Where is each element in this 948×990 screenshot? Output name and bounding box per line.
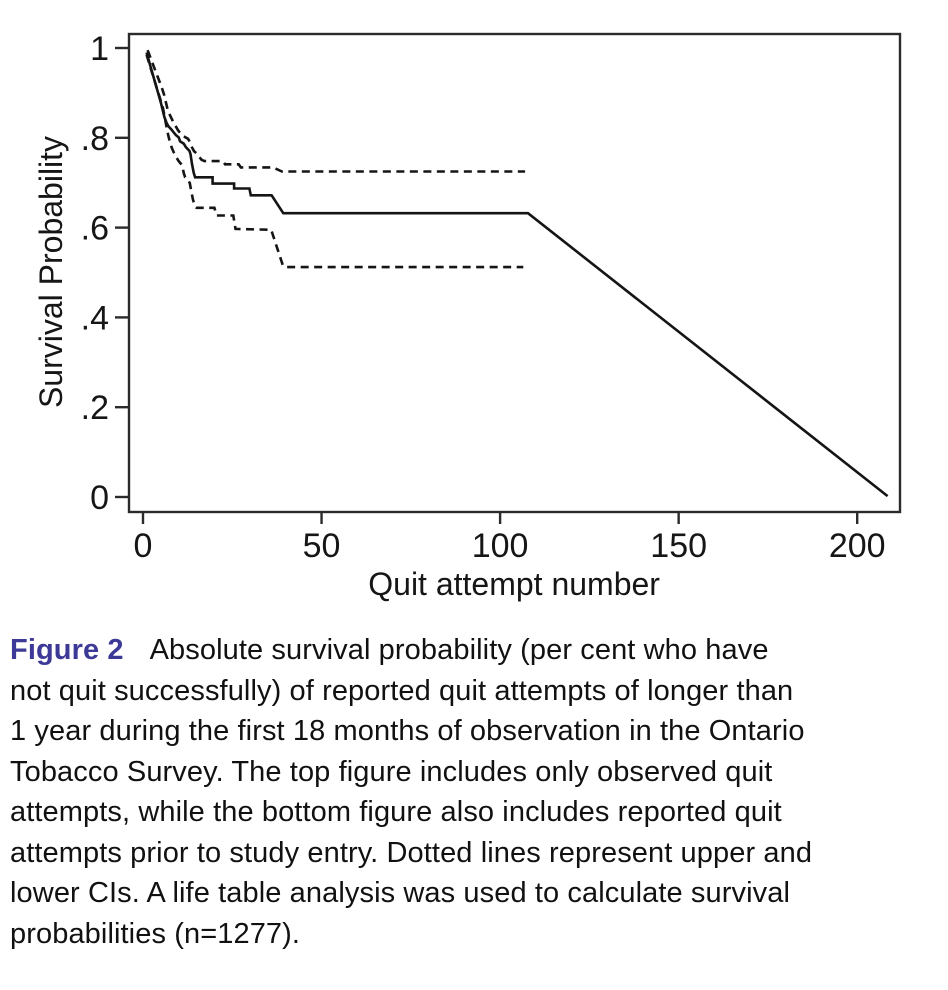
x-axis-tick-label: 100	[472, 527, 529, 565]
y-axis-tick-label: 1	[90, 30, 109, 68]
y-axis-tick-label: .8	[81, 120, 109, 158]
figure-caption: Figure 2 Absolute survival probability (p…	[10, 630, 942, 954]
caption-line: Figure 2 Absolute survival probability (p…	[10, 630, 942, 671]
x-axis-title: Quit attempt number	[368, 566, 660, 602]
caption-line: attempts, while the bottom figure also i…	[10, 796, 782, 828]
caption-line: not quit successfully) of reported quit …	[10, 674, 794, 707]
y-axis-tick-label: 0	[90, 479, 109, 517]
figure-caption-label: Figure 2	[10, 634, 124, 666]
x-axis-tick-label: 50	[303, 527, 341, 565]
survival-chart: 1 .8 .6 .4 .2 00 50 100 150 200 Survival Probabili…	[33, 30, 902, 602]
y-axis-title: Survival Probability	[33, 136, 69, 408]
caption-line: attempts prior to study entry. Dotted li…	[10, 836, 813, 869]
survival-estimate-line	[145, 52, 889, 498]
survival-chart-figure: 1 .8 .6 .4 .2 0 0 50 100 150 200 Survival Probabili…	[33, 30, 902, 602]
figure-caption-text: Absolute survival probability (per cent …	[149, 634, 769, 666]
caption-line: probabilities (n=1277).	[10, 917, 301, 950]
caption-line: 1 year during the first 18 months of obs…	[10, 715, 805, 747]
lower-ci-line	[145, 54, 524, 269]
x-axis-tick-label: 150	[650, 527, 707, 565]
upper-ci-line	[146, 49, 526, 173]
caption-line: lower CIs. A life table analysis was use…	[10, 877, 790, 909]
caption-line: Tobacco Survey. The top figure includes …	[10, 755, 773, 788]
y-axis-tick-label: .4	[81, 299, 109, 337]
x-axis-tick-label: 0	[134, 527, 153, 565]
y-axis-tick-label: .2	[81, 389, 109, 427]
x-axis-tick-label: 200	[829, 527, 886, 565]
figure-caption-body: not quit successfully) of reported quit …	[10, 671, 942, 955]
y-axis-tick-label: .6	[81, 210, 109, 248]
plot-frame	[127, 32, 902, 514]
